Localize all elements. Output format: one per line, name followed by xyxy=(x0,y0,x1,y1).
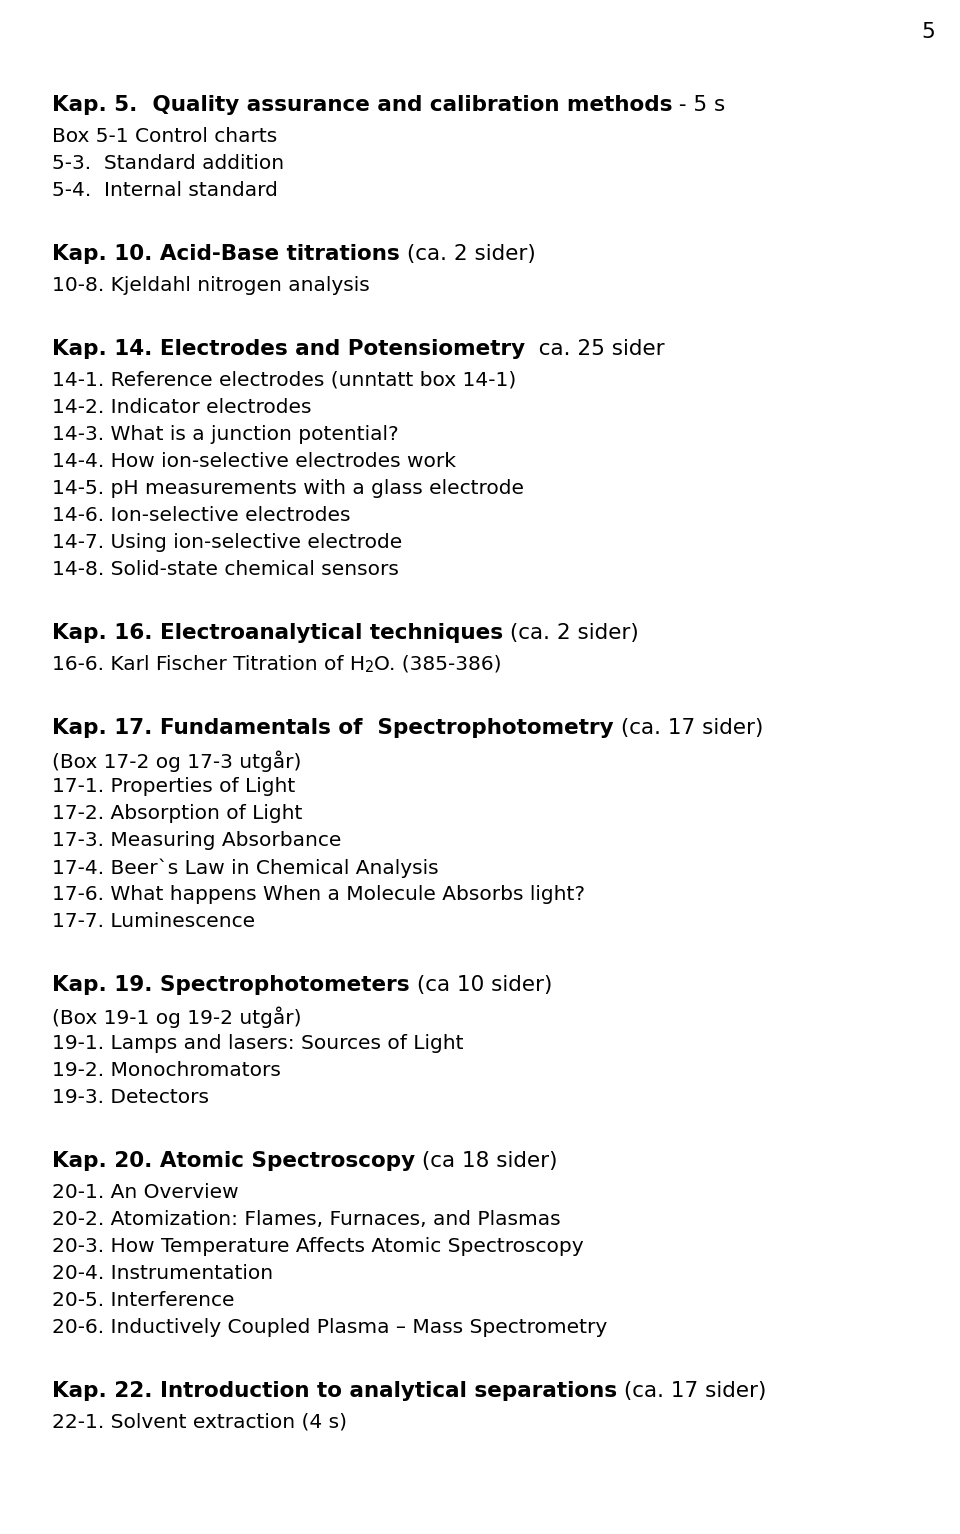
Text: 20-2. Atomization: Flames, Furnaces, and Plasmas: 20-2. Atomization: Flames, Furnaces, and… xyxy=(52,1210,561,1229)
Text: 17-6. What happens When a Molecule Absorbs light?: 17-6. What happens When a Molecule Absor… xyxy=(52,885,585,904)
Text: 20-5. Interference: 20-5. Interference xyxy=(52,1292,234,1310)
Text: (ca 18 sider): (ca 18 sider) xyxy=(415,1150,558,1170)
Text: 20-3. How Temperature Affects Atomic Spectroscopy: 20-3. How Temperature Affects Atomic Spe… xyxy=(52,1236,584,1256)
Text: 14-5. pH measurements with a glass electrode: 14-5. pH measurements with a glass elect… xyxy=(52,479,524,499)
Text: 14-3. What is a junction potential?: 14-3. What is a junction potential? xyxy=(52,425,398,443)
Text: - 5 s: - 5 s xyxy=(673,95,726,115)
Text: Kap. 10. Acid-Base titrations: Kap. 10. Acid-Base titrations xyxy=(52,244,399,264)
Text: 5-3.  Standard addition: 5-3. Standard addition xyxy=(52,153,284,173)
Text: ca. 25 sider: ca. 25 sider xyxy=(525,339,664,359)
Text: 14-6. Ion-selective electrodes: 14-6. Ion-selective electrodes xyxy=(52,506,350,525)
Text: Kap. 17. Fundamentals of  Spectrophotometry: Kap. 17. Fundamentals of Spectrophotomet… xyxy=(52,718,613,738)
Text: 17-4. Beer`s Law in Chemical Analysis: 17-4. Beer`s Law in Chemical Analysis xyxy=(52,858,439,877)
Text: 5-4.  Internal standard: 5-4. Internal standard xyxy=(52,181,277,199)
Text: (ca. 2 sider): (ca. 2 sider) xyxy=(399,244,536,264)
Text: Kap. 16. Electroanalytical techniques: Kap. 16. Electroanalytical techniques xyxy=(52,623,503,643)
Text: 14-8. Solid-state chemical sensors: 14-8. Solid-state chemical sensors xyxy=(52,560,398,578)
Text: (ca 10 sider): (ca 10 sider) xyxy=(410,976,552,996)
Text: Box 5-1 Control charts: Box 5-1 Control charts xyxy=(52,127,277,146)
Text: Kap. 20. Atomic Spectroscopy: Kap. 20. Atomic Spectroscopy xyxy=(52,1150,415,1170)
Text: O. (385-386): O. (385-386) xyxy=(374,655,502,673)
Text: 20-6. Inductively Coupled Plasma – Mass Spectrometry: 20-6. Inductively Coupled Plasma – Mass … xyxy=(52,1318,608,1338)
Text: Kap. 14. Electrodes and Potensiometry: Kap. 14. Electrodes and Potensiometry xyxy=(52,339,525,359)
Text: (ca. 17 sider): (ca. 17 sider) xyxy=(613,718,763,738)
Text: Kap. 22. Introduction to analytical separations: Kap. 22. Introduction to analytical sepa… xyxy=(52,1381,617,1401)
Text: 17-1. Properties of Light: 17-1. Properties of Light xyxy=(52,778,296,796)
Text: (ca. 2 sider): (ca. 2 sider) xyxy=(503,623,638,643)
Text: 17-2. Absorption of Light: 17-2. Absorption of Light xyxy=(52,804,302,824)
Text: 19-2. Monochromators: 19-2. Monochromators xyxy=(52,1062,281,1080)
Text: Kap. 5.  Quality assurance and calibration methods: Kap. 5. Quality assurance and calibratio… xyxy=(52,95,673,115)
Text: 14-4. How ion-selective electrodes work: 14-4. How ion-selective electrodes work xyxy=(52,453,456,471)
Text: (Box 19-1 og 19-2 utgår): (Box 19-1 og 19-2 utgår) xyxy=(52,1006,301,1028)
Text: 22-1. Solvent extraction (4 s): 22-1. Solvent extraction (4 s) xyxy=(52,1413,347,1433)
Text: 20-4. Instrumentation: 20-4. Instrumentation xyxy=(52,1264,274,1282)
Text: 14-7. Using ion-selective electrode: 14-7. Using ion-selective electrode xyxy=(52,532,402,552)
Text: 19-3. Detectors: 19-3. Detectors xyxy=(52,1088,209,1108)
Text: 17-7. Luminescence: 17-7. Luminescence xyxy=(52,913,255,931)
Text: (ca. 17 sider): (ca. 17 sider) xyxy=(617,1381,766,1401)
Text: 19-1. Lamps and lasers: Sources of Light: 19-1. Lamps and lasers: Sources of Light xyxy=(52,1034,464,1052)
Text: 14-1. Reference electrodes (unntatt box 14-1): 14-1. Reference electrodes (unntatt box … xyxy=(52,371,516,390)
Text: Kap. 19. Spectrophotometers: Kap. 19. Spectrophotometers xyxy=(52,976,410,996)
Text: 16-6. Karl Fischer Titration of H: 16-6. Karl Fischer Titration of H xyxy=(52,655,365,673)
Text: (Box 17-2 og 17-3 utgår): (Box 17-2 og 17-3 utgår) xyxy=(52,750,301,772)
Text: 17-3. Measuring Absorbance: 17-3. Measuring Absorbance xyxy=(52,831,342,850)
Text: 14-2. Indicator electrodes: 14-2. Indicator electrodes xyxy=(52,397,311,417)
Text: 10-8. Kjeldahl nitrogen analysis: 10-8. Kjeldahl nitrogen analysis xyxy=(52,276,370,295)
Text: 2: 2 xyxy=(365,660,374,675)
Text: 20-1. An Overview: 20-1. An Overview xyxy=(52,1183,239,1203)
Text: 5: 5 xyxy=(922,21,935,41)
